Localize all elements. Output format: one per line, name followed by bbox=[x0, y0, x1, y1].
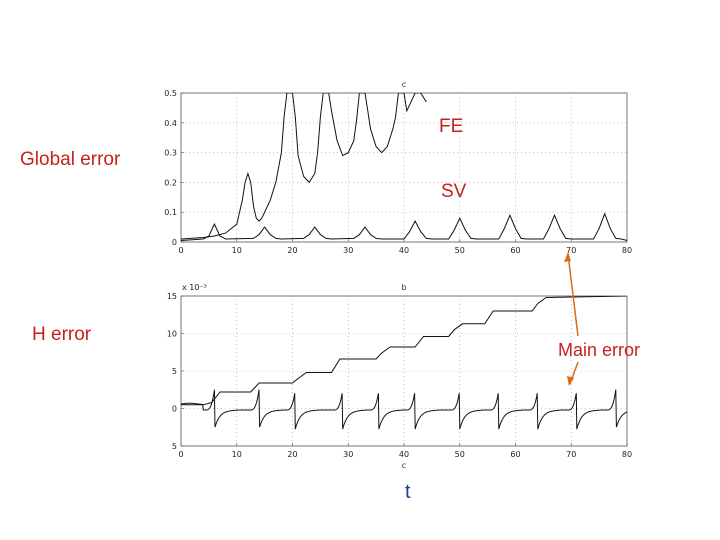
arrow-up-head bbox=[564, 252, 571, 262]
main-error-arrows bbox=[564, 252, 579, 386]
bottom-x-tick-label: 70 bbox=[566, 450, 576, 459]
bottom-x-tick-label: 40 bbox=[399, 450, 409, 459]
top-x-tick-label: 30 bbox=[343, 246, 353, 255]
bottom-x-tick-label: 50 bbox=[455, 450, 465, 459]
top-x-tick-label: 40 bbox=[399, 246, 409, 255]
bottom-y-tick-label: 10 bbox=[167, 330, 177, 339]
global-error-plot: 0 10 20 30 40 50 60 70 80 0 0.1 0.2 0.3 0.4 0.5 c bbox=[164, 80, 632, 255]
sv-error-series-line bbox=[181, 212, 627, 241]
top-y-tick-label: 0.3 bbox=[164, 149, 177, 158]
top-x-tick-label: 60 bbox=[510, 246, 520, 255]
arrow-down-head bbox=[567, 376, 574, 386]
top-x-tick-label: 50 bbox=[455, 246, 465, 255]
bottom-x-tick-label: 20 bbox=[287, 450, 297, 459]
top-y-tick-label: 0.2 bbox=[164, 178, 177, 187]
bottom-axes-frame bbox=[180, 295, 628, 447]
t-axis-annotation: t bbox=[405, 481, 411, 503]
bottom-x-tick-label: 30 bbox=[343, 450, 353, 459]
bottom-y-tick-label: 5 bbox=[172, 367, 177, 376]
bottom-x-tick-label: 10 bbox=[232, 450, 242, 459]
bottom-x-tick-label: 60 bbox=[510, 450, 520, 459]
top-y-tick-label: 0 bbox=[172, 238, 177, 247]
sv-annotation: SV bbox=[441, 181, 467, 202]
h-error-annotation: H error bbox=[32, 324, 92, 345]
top-title: c bbox=[402, 80, 406, 89]
bottom-exponent-label: x 10⁻³ bbox=[182, 283, 207, 292]
top-x-tick-label: 10 bbox=[232, 246, 242, 255]
top-x-tick-label: 80 bbox=[622, 246, 632, 255]
top-x-tick-label: 20 bbox=[287, 246, 297, 255]
bottom-x-tick-label: 0 bbox=[178, 450, 183, 459]
h-error-oscillation-line bbox=[181, 389, 627, 430]
main-error-annotation: Main error bbox=[558, 340, 640, 360]
bottom-x-axis-label: c bbox=[402, 461, 406, 470]
bottom-y-tick-label: 0 bbox=[172, 405, 177, 414]
bottom-y-tick-label: 15 bbox=[167, 292, 177, 301]
top-axes-frame bbox=[180, 92, 628, 243]
cumulative-h-error-line bbox=[181, 296, 627, 406]
top-x-tick-label: 0 bbox=[178, 246, 183, 255]
top-y-tick-label: 0.5 bbox=[164, 89, 177, 98]
top-y-tick-label: 0.1 bbox=[164, 208, 177, 217]
global-error-annotation: Global error bbox=[20, 149, 121, 170]
top-x-tick-label: 70 bbox=[566, 246, 576, 255]
bottom-title: b bbox=[401, 283, 406, 292]
fe-annotation: FE bbox=[439, 116, 463, 137]
bottom-y-tick-label: 5 bbox=[172, 442, 177, 451]
arrow-up-line bbox=[567, 253, 579, 337]
fe-error-series-line bbox=[181, 93, 427, 240]
bottom-x-tick-label: 80 bbox=[622, 450, 632, 459]
top-y-tick-label: 0.4 bbox=[164, 119, 177, 128]
